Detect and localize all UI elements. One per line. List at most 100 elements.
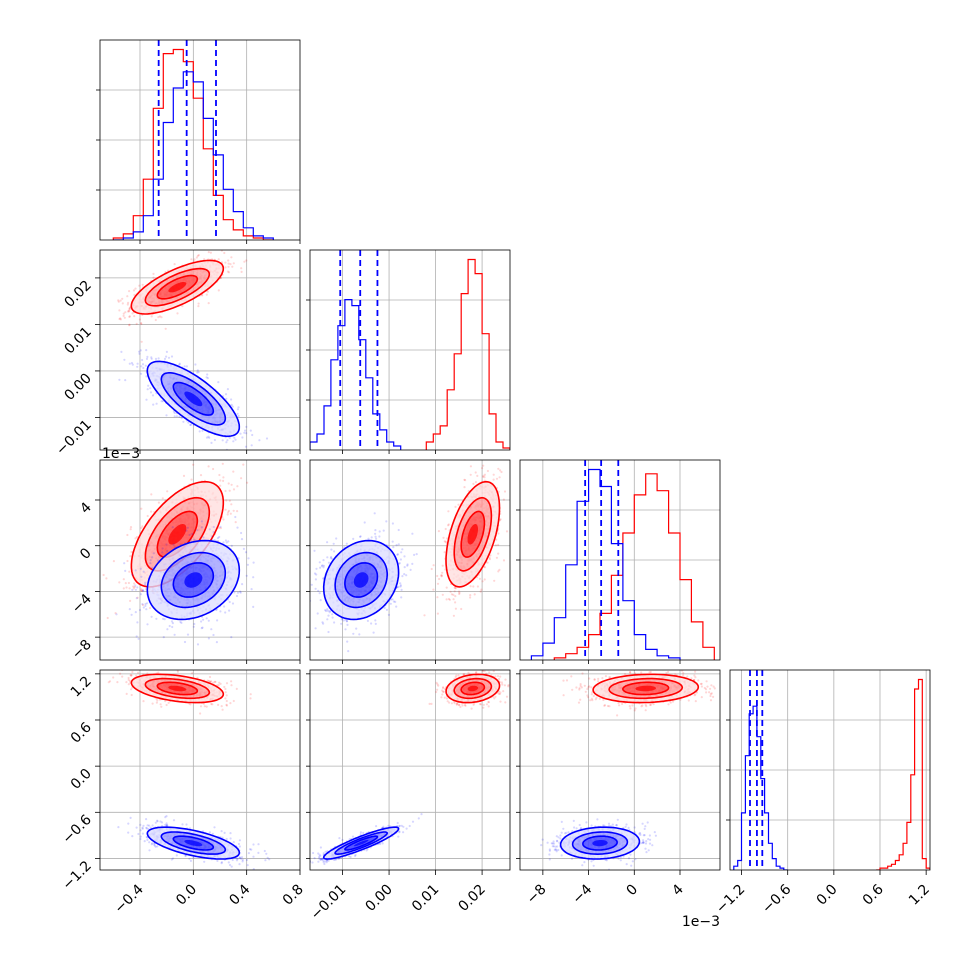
scatter-point — [158, 315, 162, 318]
scatter-point — [160, 316, 163, 319]
scatter-point — [207, 637, 210, 640]
histogram-panel-content — [100, 40, 300, 240]
scatter-point — [232, 262, 235, 265]
panel-border — [519, 459, 721, 661]
scatter-point — [235, 594, 239, 598]
scatter-point — [226, 270, 230, 273]
scatter-point — [128, 587, 131, 590]
scatter-point — [135, 536, 139, 539]
scatter-point — [227, 511, 230, 514]
scatter-point — [250, 588, 253, 591]
scatter-point — [454, 505, 457, 508]
histogram-panel — [306, 249, 511, 451]
histogram-panel — [516, 459, 721, 661]
scatter-point — [135, 597, 138, 600]
scatter-point — [436, 582, 440, 585]
scatter-point — [161, 547, 164, 550]
scatter-point — [119, 318, 122, 321]
scatter-point — [452, 598, 455, 601]
scatter-point — [149, 387, 152, 390]
scatter-point — [128, 307, 131, 310]
scatter-point — [227, 262, 230, 265]
scatter-point — [260, 430, 262, 432]
scatter-point — [344, 628, 347, 631]
scatter-point — [157, 501, 160, 504]
scatter-point — [216, 537, 219, 540]
scatter-point — [154, 318, 157, 322]
scatter-point — [163, 618, 166, 621]
scatter-point — [218, 473, 221, 477]
scatter-point — [228, 489, 231, 492]
histogram-panel — [96, 39, 301, 241]
scatter-point — [441, 564, 444, 567]
scatter-point — [234, 438, 237, 441]
scatter-point — [151, 566, 154, 569]
scatter-point — [162, 636, 165, 639]
scatter-point — [130, 361, 133, 365]
scatter-point — [483, 566, 487, 569]
scatter-point — [230, 256, 233, 259]
scatter-point — [182, 420, 185, 423]
scatter-point — [244, 429, 247, 432]
scatter-point — [130, 550, 133, 554]
scatter-point — [395, 605, 398, 608]
scatter-point — [168, 624, 171, 628]
scatter-point — [472, 482, 475, 485]
scatter-point — [503, 490, 507, 493]
scatter-point — [128, 362, 131, 365]
scatter-point — [161, 497, 164, 500]
scatter-point — [200, 627, 203, 630]
scatter-point — [469, 594, 472, 597]
scatter-point — [150, 615, 153, 618]
scatter-point — [206, 377, 209, 380]
scatter-point — [228, 600, 231, 604]
scatter-point — [194, 363, 197, 366]
scatter-point — [197, 254, 200, 257]
scatter-point — [488, 558, 491, 561]
scatter-point — [358, 633, 361, 636]
scatter-point — [197, 302, 200, 305]
scatter-panel-content — [305, 460, 510, 660]
scatter-point — [223, 251, 226, 255]
scatter-point — [140, 526, 143, 530]
scatter-point — [207, 302, 210, 305]
scatter-point — [157, 316, 160, 319]
scatter-point — [230, 503, 233, 506]
scatter-point — [385, 520, 388, 523]
scatter-point — [185, 529, 188, 532]
scatter-point — [142, 366, 145, 370]
scatter-point — [236, 510, 239, 513]
scatter-point — [140, 589, 143, 592]
scatter-point — [171, 625, 174, 629]
scatter-point — [152, 276, 155, 279]
scatter-point — [129, 555, 132, 558]
scatter-point — [246, 563, 249, 566]
scatter-point — [141, 358, 144, 362]
scatter-point — [352, 632, 355, 635]
histogram-panel — [726, 669, 931, 871]
scatter-point — [144, 602, 147, 606]
scatter-point — [170, 355, 174, 358]
scatter-point — [198, 430, 201, 433]
scatter-point — [141, 525, 144, 528]
scatter-point — [102, 573, 105, 577]
scatter-point — [124, 582, 127, 585]
scatter-point — [145, 602, 149, 605]
scatter-point — [155, 402, 158, 405]
scatter-point — [305, 595, 307, 597]
scatter-point — [156, 559, 159, 562]
scatter-point — [210, 628, 213, 631]
scatter-point — [225, 397, 228, 400]
scatter-point — [265, 437, 269, 440]
scatter-point — [375, 537, 378, 540]
scatter-point — [210, 441, 213, 444]
scatter-point — [240, 531, 243, 535]
scatter-point — [114, 612, 117, 615]
scatter-point — [450, 593, 453, 596]
scatter-point — [502, 559, 506, 562]
scatter-point — [122, 578, 125, 581]
scatter-point — [127, 581, 130, 585]
scatter-point — [498, 476, 501, 479]
scatter-point — [203, 258, 206, 261]
scatter-point — [221, 439, 224, 442]
